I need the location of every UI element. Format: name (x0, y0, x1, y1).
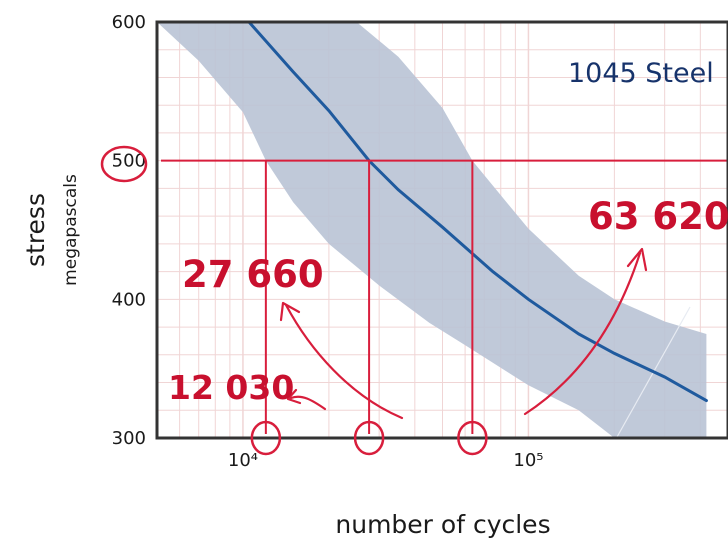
y-axis-ticks: 300 400 500 600 (112, 12, 146, 449)
arrow-63620-head (626, 247, 648, 272)
arrow-12030-head (286, 388, 302, 405)
cycle-drop-lines (264, 160, 474, 434)
annotation-label-12030: 12 030 (168, 368, 294, 407)
arrow-63620 (523, 251, 642, 416)
y-tick-label-500: 500 (112, 151, 146, 172)
cycle-circle-63620 (457, 420, 488, 456)
median-curve-line (247, 22, 708, 403)
x-tick-label-100000: 10⁵ (513, 450, 543, 471)
reference-stress-circle (100, 145, 148, 183)
scatter-band (157, 22, 707, 438)
plot-frame (155, 20, 728, 440)
annotation-label-27660: 27 660 (182, 253, 324, 296)
arrow-27660 (284, 303, 404, 420)
y-tick-label-600: 600 (112, 12, 146, 33)
x-axis-title: number of cycles (335, 510, 550, 539)
y-tick-label-400: 400 (112, 289, 146, 310)
arrow-27660-head (279, 301, 301, 322)
annotation-label-63620: 63 620 (588, 195, 728, 238)
y-axis-unit: megapascals (61, 174, 81, 286)
material-label: 1045 Steel (568, 58, 714, 89)
y-axis-title: stress (21, 193, 50, 267)
arrow-12030 (289, 395, 327, 411)
cycle-circle-27660 (353, 420, 385, 456)
y-tick-label-300: 300 (112, 428, 146, 449)
x-axis-ticks: 10⁴ 10⁵ (228, 450, 544, 471)
cycle-circle-12030 (250, 420, 282, 456)
x-tick-label-10000: 10⁴ (228, 450, 258, 471)
annotation-arrows (279, 247, 648, 420)
cycle-circles (250, 420, 488, 456)
